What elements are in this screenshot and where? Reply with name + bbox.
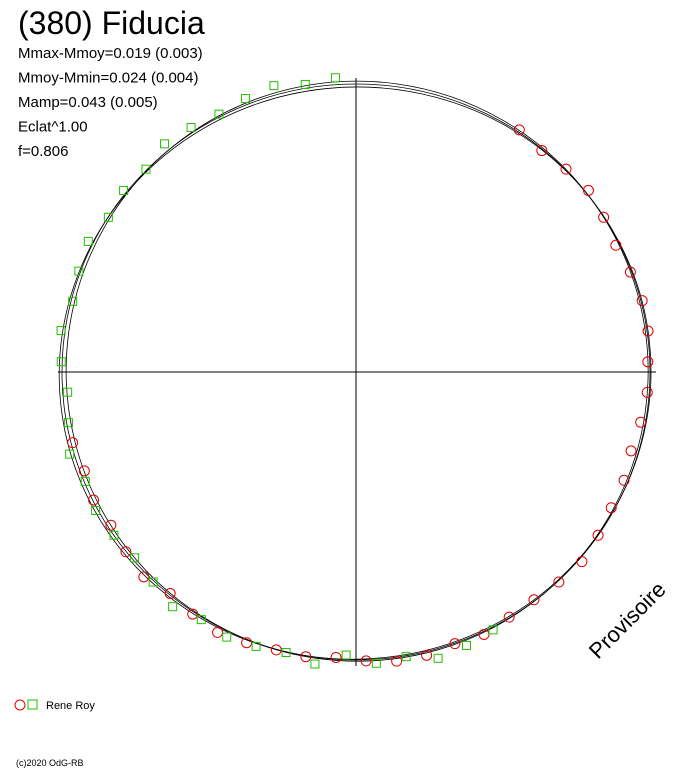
legend-circle bbox=[14, 699, 26, 711]
data-point bbox=[281, 647, 291, 657]
data-point bbox=[103, 212, 113, 222]
data-point bbox=[421, 649, 433, 661]
data-point bbox=[300, 79, 310, 89]
data-point bbox=[78, 465, 90, 477]
data-point bbox=[88, 494, 100, 506]
data-point bbox=[109, 530, 119, 540]
data-point bbox=[536, 145, 548, 157]
stat-line: Mmoy-Mmin=0.024 (0.004) bbox=[18, 70, 198, 87]
data-point bbox=[270, 644, 282, 656]
data-point bbox=[330, 73, 340, 83]
data-point bbox=[67, 437, 79, 449]
stat-line: f=0.806 bbox=[18, 143, 68, 160]
data-point bbox=[300, 651, 312, 663]
data-point bbox=[105, 519, 117, 531]
data-point bbox=[119, 185, 129, 195]
data-point bbox=[528, 594, 540, 606]
data-point bbox=[605, 502, 617, 514]
data-point bbox=[68, 296, 78, 306]
data-point bbox=[553, 576, 565, 588]
data-point bbox=[56, 357, 66, 367]
data-point bbox=[212, 626, 224, 638]
data-point bbox=[83, 236, 93, 246]
data-point bbox=[625, 445, 637, 457]
data-point bbox=[214, 109, 224, 119]
data-point bbox=[401, 652, 411, 662]
data-point bbox=[74, 266, 84, 276]
stat-line: Eclat^1.00 bbox=[18, 119, 88, 136]
data-point bbox=[141, 164, 151, 174]
data-point bbox=[391, 655, 403, 667]
data-point bbox=[636, 295, 648, 307]
data-point bbox=[196, 615, 206, 625]
data-point bbox=[360, 655, 372, 667]
data-point bbox=[310, 659, 320, 669]
data-point bbox=[642, 356, 654, 368]
data-point bbox=[241, 94, 251, 104]
fit-curves bbox=[58, 80, 652, 662]
data-point bbox=[168, 602, 178, 612]
data-point bbox=[120, 546, 132, 558]
data-point bbox=[91, 505, 101, 515]
data-point bbox=[635, 416, 647, 428]
legend-square bbox=[27, 699, 38, 710]
data-point bbox=[503, 611, 515, 623]
data-point bbox=[341, 650, 351, 660]
stat-line: Mmax-Mmoy=0.019 (0.003) bbox=[18, 45, 203, 62]
data-point bbox=[478, 628, 490, 640]
data-point bbox=[65, 449, 75, 459]
data-point bbox=[582, 184, 594, 196]
data-point bbox=[449, 638, 461, 650]
data-point bbox=[56, 326, 66, 336]
watermark: Provisoire bbox=[584, 577, 671, 664]
data-point bbox=[160, 139, 170, 149]
copyright: (c)2020 OdG-RB bbox=[16, 758, 84, 768]
data-point bbox=[624, 266, 636, 278]
data-point bbox=[610, 239, 622, 251]
data-point bbox=[598, 211, 610, 223]
data-point bbox=[164, 587, 176, 599]
data-point bbox=[241, 637, 253, 649]
data-point bbox=[222, 632, 232, 642]
data-point bbox=[371, 658, 381, 668]
data-point bbox=[130, 553, 140, 563]
data-point bbox=[251, 641, 261, 651]
data-point bbox=[330, 651, 342, 663]
data-point bbox=[269, 81, 279, 91]
data-point bbox=[138, 571, 150, 583]
data-point bbox=[187, 608, 199, 620]
data-point bbox=[560, 163, 572, 175]
chart-title: (380) Fiducia bbox=[18, 5, 205, 41]
data-point bbox=[461, 640, 471, 650]
data-point bbox=[642, 325, 654, 337]
data-point bbox=[513, 124, 525, 136]
data-point bbox=[641, 386, 653, 398]
stats: Mmax-Mmoy=0.019 (0.003) Mmoy-Mmin=0.024 (… bbox=[18, 45, 203, 160]
data-point bbox=[488, 625, 498, 635]
legend-label: Rene Roy bbox=[46, 700, 95, 712]
data-point bbox=[80, 476, 90, 486]
data-point bbox=[576, 556, 588, 568]
data-point bbox=[63, 387, 73, 397]
data-point bbox=[592, 529, 604, 541]
data-point bbox=[618, 474, 630, 486]
data-point bbox=[63, 418, 73, 428]
data-point bbox=[433, 653, 443, 663]
data-point bbox=[186, 123, 196, 133]
data-point bbox=[148, 577, 158, 587]
stat-line: Mamp=0.043 (0.005) bbox=[18, 94, 158, 111]
